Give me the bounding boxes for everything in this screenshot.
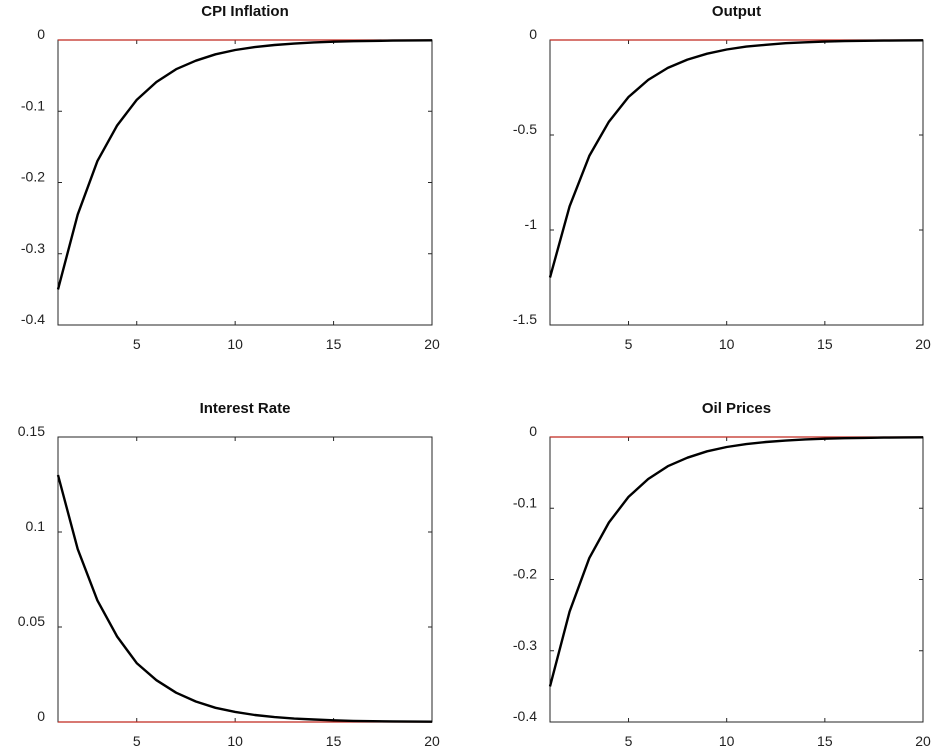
chart-panel: Output 5 10 15 20 0 -0.5 -1 -1.5	[513, 3, 931, 352]
x-tick-label: 20	[915, 336, 931, 352]
x-tick-label: 10	[719, 336, 735, 352]
chart-title: Interest Rate	[200, 400, 291, 417]
y-tick-label: 0.15	[18, 423, 45, 439]
response-line	[56, 39, 433, 290]
y-tick-label: 0	[37, 26, 45, 42]
x-tick-label: 5	[625, 733, 633, 749]
chart-title: Oil Prices	[702, 400, 771, 417]
response-line	[548, 39, 924, 278]
y-tick-label: -0.2	[21, 169, 45, 185]
y-tick-label: -0.3	[21, 240, 45, 256]
y-tick-label: 0	[529, 26, 537, 42]
chart-title: CPI Inflation	[201, 3, 289, 20]
x-tick-label: 10	[227, 733, 243, 749]
x-tick-label: 10	[227, 336, 243, 352]
y-tick-label: 0	[37, 708, 45, 724]
chart-title: Output	[712, 3, 761, 20]
y-tick-label: -0.5	[513, 121, 537, 137]
response-line	[548, 436, 924, 687]
x-tick-label: 5	[133, 336, 141, 352]
x-tick-label: 15	[817, 733, 833, 749]
y-tick-label: 0.05	[18, 613, 45, 629]
chart-panel: CPI Inflation 5 10 15 20 0 -0.1 -0.2 -0.3 -0.4	[21, 3, 440, 352]
axes-box	[549, 436, 924, 723]
x-tick-label: 15	[326, 733, 342, 749]
y-tick-label: -1.5	[513, 311, 537, 327]
x-tick-label: 5	[625, 336, 633, 352]
response-line	[56, 474, 433, 723]
y-tick-label: 0	[529, 423, 537, 439]
x-tick-label: 20	[424, 733, 440, 749]
x-tick-label: 5	[133, 733, 141, 749]
axes-box	[549, 39, 924, 326]
y-tick-label: -0.1	[21, 97, 45, 113]
y-tick-label: -0.3	[513, 637, 537, 653]
x-tick-label: 20	[915, 733, 931, 749]
chart-panel: Interest Rate 5 10 15 20 0 0.05 0.1 0.15	[18, 400, 440, 749]
y-tick-label: -0.1	[513, 494, 537, 510]
y-tick-label: -0.2	[513, 566, 537, 582]
chart-panel: Oil Prices 5 10 15 20 0 -0.1 -0.2 -0.3 -0.4	[513, 400, 931, 749]
x-tick-label: 20	[424, 336, 440, 352]
y-tick-label: -0.4	[513, 708, 537, 724]
x-tick-label: 10	[719, 733, 735, 749]
y-tick-label: -0.4	[21, 311, 45, 327]
axes-box	[57, 39, 433, 326]
x-tick-label: 15	[326, 336, 342, 352]
axes-box	[57, 436, 433, 723]
x-tick-label: 15	[817, 336, 833, 352]
y-tick-label: -1	[525, 216, 538, 232]
y-tick-label: 0.1	[26, 518, 46, 534]
